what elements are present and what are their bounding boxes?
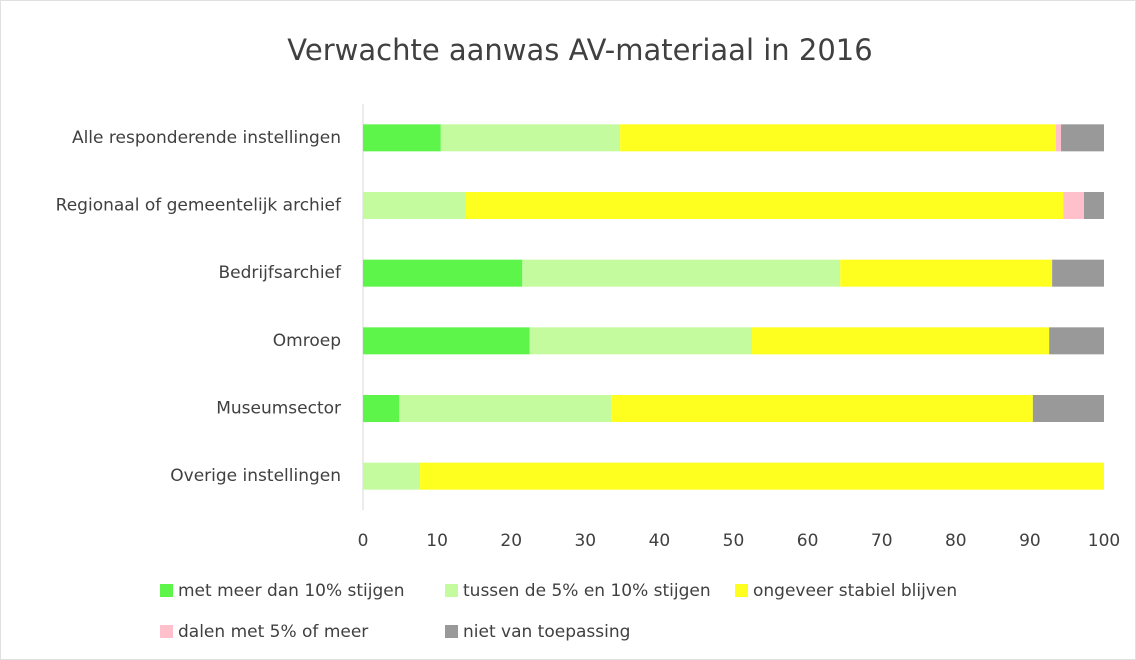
bar-segment: [1063, 192, 1084, 219]
x-tick-label: 40: [649, 531, 671, 551]
bar-segment: [363, 124, 441, 152]
bar-segment: [465, 192, 1064, 219]
x-tick-label: 0: [358, 531, 369, 551]
bar-segment: [1083, 192, 1104, 219]
y-tick-label: Overige instellingen: [170, 466, 341, 486]
y-tick-label: Museumsector: [216, 399, 341, 419]
x-tick-label: 30: [574, 531, 596, 551]
bar-segment: [363, 462, 421, 490]
legend-label: ongeveer stabiel blijven: [753, 581, 957, 601]
bar-segment: [399, 395, 612, 422]
bar-segment: [1052, 259, 1104, 287]
legend-label: met meer dan 10% stijgen: [178, 581, 405, 601]
bar-segment: [529, 327, 753, 355]
y-tick-label: Omroep: [273, 331, 341, 351]
legend-swatch: [445, 625, 458, 638]
bar-segment: [611, 395, 1033, 422]
chart-title: Verwachte aanwas AV-materiaal in 2016: [287, 33, 872, 67]
bar-segment: [420, 462, 1104, 490]
legend-label: tussen de 5% en 10% stijgen: [463, 581, 711, 601]
x-tick-label: 100: [1088, 531, 1120, 551]
x-tick-label: 80: [945, 531, 967, 551]
x-tick-label: 10: [426, 531, 448, 551]
bar-segment: [1032, 395, 1104, 422]
legend-label: niet van toepassing: [463, 622, 630, 642]
y-tick-label: Regionaal of gemeentelijk archief: [56, 196, 342, 216]
legend-swatch: [160, 584, 173, 597]
x-tick-label: 20: [500, 531, 522, 551]
x-tick-label: 50: [723, 531, 745, 551]
bar-segment: [840, 259, 1053, 287]
bar-segment: [363, 327, 530, 355]
bar-segment: [752, 327, 1050, 355]
y-tick-label: Bedrijfsarchief: [218, 263, 342, 283]
legend-swatch: [445, 584, 458, 597]
bar-segment: [363, 259, 523, 287]
legend-swatch: [735, 584, 748, 597]
bar-segment: [363, 192, 466, 219]
bar-segment: [1055, 124, 1062, 152]
bar-segment: [440, 124, 621, 152]
bar-segment: [620, 124, 1056, 152]
x-tick-label: 60: [797, 531, 819, 551]
bar-segment: [522, 259, 841, 287]
legend-swatch: [160, 625, 173, 638]
y-tick-label: Alle responderende instellingen: [72, 128, 341, 148]
bar-segment: [1061, 124, 1104, 152]
bar-segment: [363, 395, 400, 422]
bar-segment: [1049, 327, 1104, 355]
legend-label: dalen met 5% of meer: [178, 622, 368, 642]
x-tick-label: 70: [871, 531, 893, 551]
x-tick-label: 90: [1019, 531, 1041, 551]
